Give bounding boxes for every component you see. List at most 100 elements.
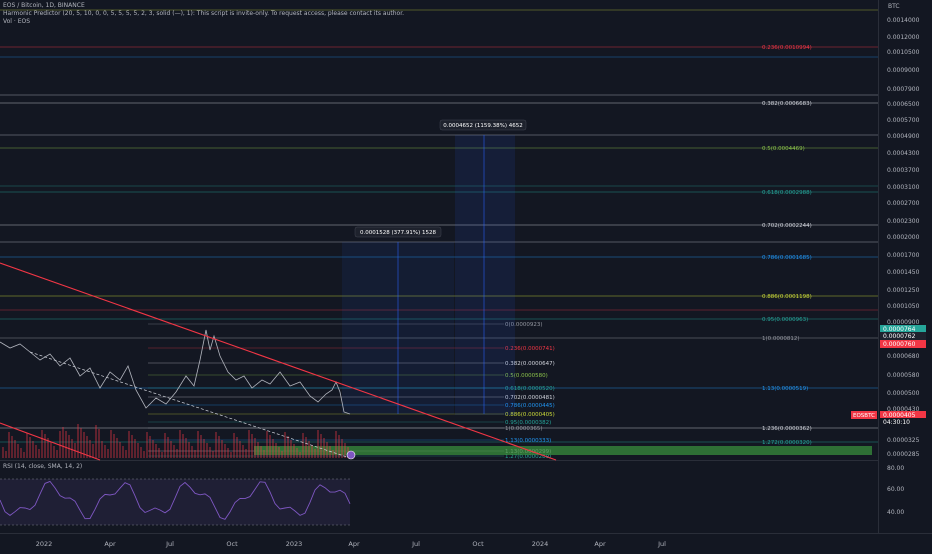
time-axis-label: Oct (226, 540, 238, 548)
volume-bar (152, 440, 154, 458)
price-tick-label: 0.0002700 (887, 200, 920, 207)
volume-bar (56, 450, 58, 458)
price-tick-label: 0.0004300 (887, 150, 920, 157)
volume-bar (344, 443, 346, 458)
volume-bar (29, 437, 31, 458)
price-tick-label: 0.0001050 (887, 303, 920, 310)
time-axis-label: Apr (594, 540, 606, 548)
volume-bar (77, 424, 79, 458)
volume-bar (230, 452, 232, 458)
price-tag-box (880, 325, 926, 333)
price-tick-label: 0.0000680 (887, 353, 920, 360)
volume-title[interactable]: Vol · EOS (3, 18, 31, 25)
rsi-line (0, 480, 351, 520)
volume-bar (41, 430, 43, 458)
volume-bar (251, 434, 253, 458)
volume-bar (302, 433, 304, 458)
price-tick-label: 0.0007900 (887, 86, 920, 93)
volume-bar (233, 433, 235, 458)
price-tick-label: 0.0004900 (887, 133, 920, 140)
indicator-title[interactable]: Harmonic Predictor (20, 5, 10, 0, 0, 5, … (3, 10, 405, 17)
volume-bar (65, 431, 67, 458)
rsi-tick-label: 40.00 (887, 509, 904, 516)
volume-bar (188, 442, 190, 458)
volume-bar (203, 439, 205, 458)
volume-bar (317, 430, 319, 458)
volume-bar (131, 435, 133, 458)
event-marker-icon (346, 450, 356, 460)
time-axis-label: Oct (472, 540, 484, 548)
volume-bar (215, 432, 217, 458)
volume-bar (272, 439, 274, 458)
volume-bar (332, 450, 334, 458)
rsi-band (0, 479, 350, 525)
volume-bar (284, 432, 286, 458)
symbol-title[interactable]: EOS / Bitcoin, 1D, BINANCE (3, 2, 85, 9)
price-tag-text: 0.0000762 (883, 333, 916, 340)
volume-bar (242, 445, 244, 458)
fib-level-label: 1.236(0.0000362) (762, 426, 812, 432)
symbol-tag-text: EOSBTC (853, 413, 875, 419)
price-tick-label: 0.0000580 (887, 372, 920, 379)
volume-bar (299, 452, 301, 458)
price-tick-label: 0.0001250 (887, 287, 920, 294)
volume-bar (314, 449, 316, 458)
volume-bar (92, 444, 94, 458)
price-tag-box (880, 418, 926, 426)
rsi-tick-label: 80.00 (887, 465, 904, 472)
price-tick-label: 0.0003100 (887, 184, 920, 191)
volume-bar (98, 429, 100, 458)
volume-bar (53, 446, 55, 458)
volume-bar (227, 448, 229, 458)
volume-bar (218, 436, 220, 458)
price-tick-label: 0.0006500 (887, 101, 920, 108)
fib-retracement-label: 0.618(0.0000520) (505, 386, 555, 392)
volume-bar (35, 445, 37, 458)
volume-bar (122, 446, 124, 458)
price-tag-text: 0.0000760 (883, 341, 916, 348)
volume-bar (8, 432, 10, 458)
volume-bar (308, 441, 310, 458)
rsi-legend[interactable]: RSI (14, close, SMA, 14, 2) (3, 463, 83, 470)
target-label-text: 0.0004652 (1159.38%) 4652 (443, 123, 523, 129)
volume-bar (164, 433, 166, 458)
volume-bar (5, 451, 7, 458)
lower-trendline (0, 422, 101, 461)
price-tag-box (880, 411, 926, 419)
volume-bar (11, 436, 13, 458)
volume-bar (50, 442, 52, 458)
volume-bar (221, 440, 223, 458)
volume-bar (134, 439, 136, 458)
volume-bar (20, 448, 22, 458)
fib-level-label: 0.702(0.0002244) (762, 223, 812, 229)
price-tag-text: 0.0000764 (883, 326, 916, 333)
volume-bar (338, 435, 340, 458)
rsi-pane (0, 460, 878, 533)
time-axis-label: Jul (411, 540, 420, 548)
price-tick-label: 0.0000500 (887, 390, 920, 397)
currency-label: BTC (888, 3, 900, 10)
volume-bar (305, 437, 307, 458)
volume-bar (146, 432, 148, 458)
fib-retracement-label: 1.27(0.0000289) (505, 454, 551, 460)
volume-bar (95, 425, 97, 458)
price-tag-text: 0.0000405 (883, 412, 916, 419)
fib-level-label: 0.95(0.0000963) (762, 317, 808, 323)
price-tag-box (880, 340, 926, 348)
target-zone-2 (455, 135, 515, 415)
price-tick-label: 0.0000285 (887, 451, 920, 458)
volume-bar (179, 430, 181, 458)
volume-bar (248, 430, 250, 458)
time-axis-label: Jul (165, 540, 174, 548)
fib-level-label: 0.382(0.0006683) (762, 101, 812, 107)
price-tick-label: 0.0003700 (887, 167, 920, 174)
volume-bar (83, 432, 85, 458)
volume-bar (296, 448, 298, 458)
volume-bar (281, 451, 283, 458)
volume-bar (323, 438, 325, 458)
fib-retracement-label: 0.786(0.0000445) (505, 403, 555, 409)
fib-level-label: 0.236(0.0010994) (762, 45, 812, 51)
price-tag-box (880, 332, 926, 340)
